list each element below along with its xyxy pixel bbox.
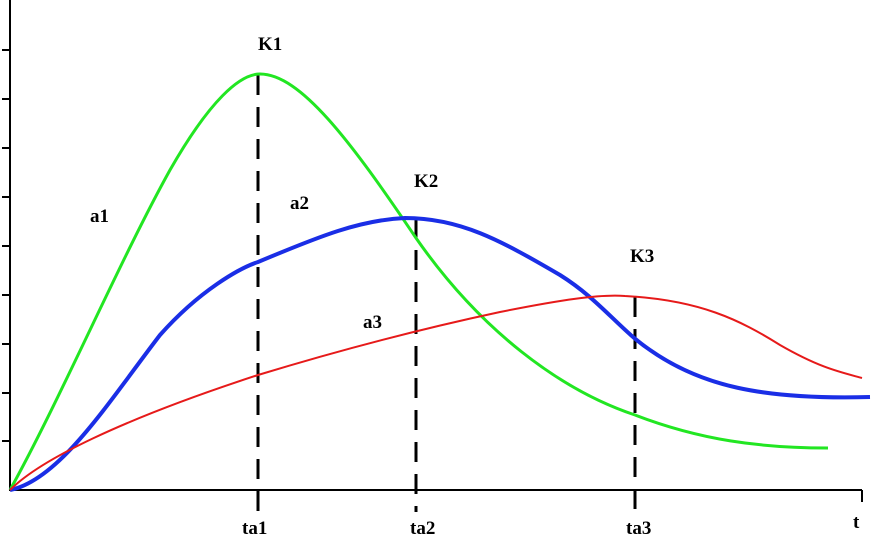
curve-a2 [9, 215, 871, 492]
time-label: ta3 [626, 518, 651, 536]
peak-label: K1 [258, 34, 282, 55]
dashed-markers [256, 75, 637, 512]
peak-label: K2 [414, 171, 438, 192]
curve-a1 [8, 72, 829, 491]
peak-label: K3 [630, 246, 654, 267]
curve-label: a2 [290, 193, 309, 214]
axes [2, 0, 863, 502]
curve-a3 [9, 294, 863, 491]
time-label: ta1 [242, 518, 267, 536]
time-label: ta2 [410, 518, 435, 536]
y-ticks [2, 49, 10, 442]
curve-label: a3 [363, 312, 382, 333]
axis-label: t [853, 512, 860, 533]
curve-label: a1 [90, 206, 109, 227]
